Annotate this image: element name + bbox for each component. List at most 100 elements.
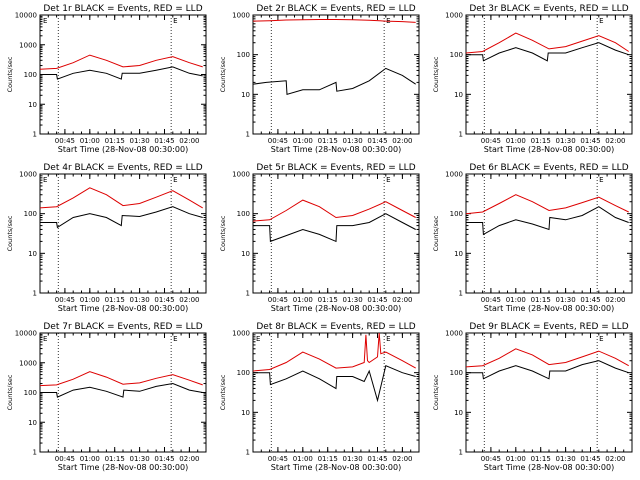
x-tick-label: 01:30	[343, 455, 363, 463]
y-axis-label: Counts/sec	[432, 374, 440, 410]
y-tick-label: 10	[454, 91, 463, 99]
x-tick-label: 00:45	[481, 455, 501, 463]
chart-panel: Det 2r BLACK = Events, RED = LLD 1 10 100 10…	[219, 4, 420, 154]
y-tick-label: 1000	[19, 171, 37, 179]
plot-frame	[465, 173, 633, 294]
chart-title: Det 4r BLACK = Events, RED = LLD	[43, 163, 202, 173]
x-tick-label: 01:15	[318, 455, 338, 463]
chart-title: Det 1r BLACK = Events, RED = LLD	[43, 4, 202, 14]
y-axis-label: Counts/sec	[219, 215, 227, 251]
x-tick-label: 00:45	[55, 296, 75, 304]
x-tick-label: 02:00	[392, 296, 412, 304]
lld-series-line	[465, 194, 629, 215]
marker-right-label: E	[173, 17, 177, 25]
chart-title: Det 3r BLACK = Events, RED = LLD	[469, 4, 628, 14]
y-axis-label: Counts/sec	[432, 215, 440, 251]
chart-title: Det 8r BLACK = Events, RED = LLD	[256, 322, 415, 332]
x-tick-label: 01:30	[556, 455, 576, 463]
y-tick-label: 1	[459, 131, 463, 139]
x-tick-label: 01:15	[318, 296, 338, 304]
events-series-line	[253, 365, 416, 403]
x-tick-label: 01:00	[293, 137, 313, 145]
chart-title: Det 6r BLACK = Events, RED = LLD	[469, 163, 628, 173]
x-axis-label: Start Time (28-Nov-08 00:30:00)	[484, 145, 614, 154]
chart-panel: Det 6r BLACK = Events, RED = LLD 1 10 100 10…	[432, 163, 633, 313]
x-axis-label: Start Time (28-Nov-08 00:30:00)	[484, 463, 614, 472]
x-tick-label: 01:15	[105, 455, 125, 463]
x-tick-label: 00:45	[55, 455, 75, 463]
marker-right-label: E	[599, 17, 603, 25]
x-tick-label: 01:30	[130, 137, 150, 145]
chart-panel: Det 4r BLACK = Events, RED = LLD 1 10 100 10…	[6, 163, 207, 313]
x-axis-label: Start Time (28-Nov-08 00:30:00)	[58, 304, 188, 313]
y-tick-label: 10	[454, 409, 463, 417]
lld-series-line	[252, 332, 416, 372]
x-tick-label: 01:00	[80, 455, 100, 463]
x-tick-label: 01:00	[80, 137, 100, 145]
y-tick-label: 10	[28, 419, 37, 427]
x-tick-label: 01:15	[531, 296, 551, 304]
y-tick-label: 10	[241, 250, 250, 258]
chart-panel: Det 9r BLACK = Events, RED = LLD 1 10 100 10…	[432, 322, 633, 472]
y-axis-label: Counts/sec	[6, 215, 14, 251]
y-axis-label: Counts/sec	[432, 56, 440, 92]
chart-panel: Det 7r BLACK = Events, RED = LLD 1 10 100 10…	[6, 322, 207, 472]
lld-series-line	[39, 54, 203, 70]
marker-right-label: E	[173, 176, 177, 184]
y-tick-label: 1	[33, 131, 37, 139]
x-tick-label: 01:15	[105, 296, 125, 304]
x-tick-label: 01:30	[556, 137, 576, 145]
x-tick-label: 01:45	[154, 137, 174, 145]
x-tick-label: 00:45	[268, 296, 288, 304]
y-tick-label: 100	[450, 210, 463, 218]
x-tick-label: 01:30	[130, 296, 150, 304]
y-axis-label: Counts/sec	[6, 374, 14, 410]
y-tick-label: 1000	[19, 41, 37, 49]
x-tick-label: 01:00	[80, 296, 100, 304]
x-tick-label: 01:15	[531, 137, 551, 145]
lld-series-line	[252, 199, 416, 222]
y-tick-label: 10000	[15, 330, 37, 338]
y-tick-label: 1000	[445, 330, 463, 338]
x-tick-label: 01:15	[318, 137, 338, 145]
marker-left-label: E	[43, 176, 47, 184]
events-series-line	[252, 67, 416, 95]
x-tick-label: 02:00	[605, 296, 625, 304]
plot-frame	[39, 14, 207, 135]
x-tick-label: 01:00	[506, 296, 526, 304]
lld-series-line	[39, 187, 203, 209]
marker-left-label: E	[256, 335, 260, 343]
plot-frame	[252, 332, 420, 453]
x-tick-label: 01:45	[580, 455, 600, 463]
y-tick-label: 1	[246, 131, 250, 139]
x-axis-label: Start Time (28-Nov-08 00:30:00)	[271, 463, 401, 472]
y-tick-label: 1	[459, 449, 463, 457]
x-tick-label: 02:00	[179, 137, 199, 145]
x-tick-label: 01:30	[130, 455, 150, 463]
x-tick-label: 01:45	[367, 137, 387, 145]
y-tick-label: 100	[237, 369, 250, 377]
plot-frame	[465, 332, 633, 453]
chart-panel: Det 3r BLACK = Events, RED = LLD 1 10 100 10…	[432, 4, 633, 154]
lld-series-line	[252, 19, 416, 23]
y-tick-label: 1	[459, 290, 463, 298]
events-series-line	[466, 206, 629, 236]
y-tick-label: 1000	[232, 330, 250, 338]
x-tick-label: 02:00	[179, 296, 199, 304]
y-tick-label: 10	[241, 409, 250, 417]
y-tick-label: 10000	[15, 12, 37, 20]
y-tick-label: 1000	[232, 12, 250, 20]
x-tick-label: 02:00	[605, 455, 625, 463]
plot-frame	[39, 173, 207, 294]
y-tick-label: 1	[33, 449, 37, 457]
y-tick-label: 10	[28, 101, 37, 109]
x-tick-label: 02:00	[179, 455, 199, 463]
x-tick-label: 01:45	[580, 296, 600, 304]
x-axis-label: Start Time (28-Nov-08 00:30:00)	[58, 145, 188, 154]
x-tick-label: 01:30	[556, 296, 576, 304]
y-tick-label: 100	[237, 51, 250, 59]
chart-title: Det 9r BLACK = Events, RED = LLD	[469, 322, 628, 332]
y-tick-label: 1000	[19, 359, 37, 367]
y-tick-label: 100	[450, 51, 463, 59]
